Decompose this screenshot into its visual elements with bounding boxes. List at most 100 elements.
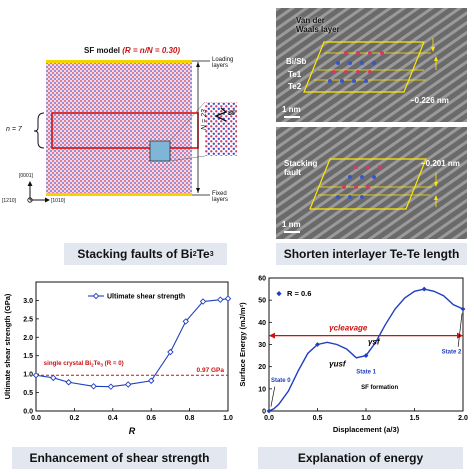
tem-bottom-svg	[276, 127, 467, 239]
vdw-label: Van der Waals layer	[296, 16, 340, 34]
x-tick-label: 0.4	[108, 415, 118, 422]
x-tick-label: 1.5	[410, 415, 420, 422]
legend-label: R = 0.6	[287, 289, 311, 298]
fault-parallelogram	[309, 158, 427, 210]
scale-bar-bottom	[284, 231, 300, 233]
y-tick-label: 20	[258, 364, 266, 371]
caption-stacking-faults: Stacking faults of Bi 2 Te 3	[64, 243, 227, 265]
sf-model-panel: SF model (R = n/N = 0.30) Loading layers…	[0, 0, 237, 240]
fixed-layers-label: Fixed layers	[212, 191, 229, 203]
n-bracket	[33, 112, 45, 149]
reference-line-label: 0.97 GPa	[197, 367, 225, 374]
y-tick-label: 0.5	[23, 390, 33, 397]
sf-model-svg	[27, 60, 237, 203]
state2-label: State 2	[442, 349, 462, 355]
y-tick-label: 0.0	[23, 409, 33, 416]
y-tick-label: 60	[258, 276, 266, 283]
plot-frame	[35, 281, 229, 412]
N-label: N = 23	[201, 109, 208, 130]
y-tick-label: 1.5	[23, 353, 33, 360]
cleavage-arrow-left	[269, 332, 275, 339]
y-tick-label: 1.0	[23, 372, 33, 379]
legend-marker	[92, 292, 100, 300]
data-point	[107, 383, 115, 390]
data-point	[224, 295, 232, 302]
tem-image-bottom: Stacking fault ~0.201 nm 1 nm	[276, 127, 467, 239]
state2-pointer	[457, 313, 463, 347]
bisb-label: Bi/Sb	[286, 57, 307, 66]
zoom-square	[149, 140, 171, 162]
x-tick-label: 0.6	[146, 415, 156, 422]
sf-label: SF	[228, 111, 236, 117]
y-tick-label: 10	[258, 386, 266, 393]
scale-label-top: 1 nm	[282, 105, 301, 114]
scale-label-bottom: 1 nm	[282, 220, 301, 229]
data-point	[124, 381, 132, 388]
y-axis-label: Surface Energy (mJ/m²)	[238, 302, 247, 387]
energy-point	[460, 306, 466, 312]
y-tick-label: 40	[258, 320, 266, 327]
te2-label: Te2	[288, 82, 302, 91]
data-point	[199, 298, 207, 305]
data-point	[50, 374, 57, 382]
state0-label: State 0	[271, 378, 291, 384]
x-tick-label: 2.0	[458, 415, 468, 422]
x-tick-label: 1.0	[223, 415, 233, 422]
y-tick-label: 2.0	[23, 335, 33, 342]
state0-pointer	[270, 386, 276, 407]
energy-point	[266, 408, 272, 414]
energy-point	[421, 286, 427, 292]
stacking-fault-label: Stacking fault	[284, 159, 318, 177]
y-tick-label: 3.0	[23, 298, 33, 305]
loading-layer-bar	[46, 60, 192, 63]
legend-marker	[276, 291, 282, 297]
legend-label: Ultimate shear strength	[107, 294, 185, 301]
tem-top-svg	[276, 8, 467, 122]
te1-label: Te1	[288, 70, 302, 79]
data-point	[90, 383, 97, 390]
x-tick-label: 0.8	[185, 415, 195, 422]
x-tick-label: 0.0	[264, 415, 274, 422]
distance-bottom-label: ~0.201 nm	[421, 159, 460, 168]
energy-point	[363, 353, 369, 358]
atom-dots-bottom	[336, 165, 382, 199]
tem-image-top: Van der Waals layer Bi/Sb Te1 Te2 ~0.226…	[276, 8, 467, 122]
y-tick-label: 2.5	[23, 316, 33, 323]
cleavage-label: γcleavage	[329, 324, 368, 333]
y-tick-label: 0	[262, 409, 266, 416]
data-point	[65, 379, 72, 386]
sf-formation-label: SF formation	[361, 385, 398, 391]
x-tick-label: 1.0	[361, 415, 371, 422]
x-axis-label: R	[129, 426, 136, 436]
atom-dots-top	[328, 51, 384, 83]
sf-zigzag-icon	[214, 107, 228, 122]
fixed-layer-bar	[46, 193, 192, 196]
caption-te-te-length: Shorten interlayer Te-Te length	[276, 243, 467, 265]
data-point	[147, 377, 155, 385]
y-tick-label: 50	[258, 298, 266, 305]
caption-shear-strength: Enhancement of shear strength	[12, 447, 227, 469]
shear-strength-svg: 0.0 0.2 0.4 0.6 0.8 1.0 0.0 0.5 1.0 1.5 2.0 2.5 3.0 R…	[3, 281, 233, 436]
axis-1210-label: [1210]	[2, 198, 16, 204]
lattice-parallelogram	[303, 41, 425, 93]
shear-strength-chart: 0.0 0.2 0.4 0.6 0.8 1.0 0.0 0.5 1.0 1.5 2.0 2.5 3.0 R…	[0, 268, 237, 444]
axis-1010-label: [1010]	[51, 198, 65, 204]
surface-energy-chart: 0.0 0.5 1.0 1.5 2.0 0 10 20 30 40 50 60 Displacement…	[237, 268, 474, 444]
data-point	[167, 348, 174, 356]
atom-slab	[46, 60, 192, 196]
n-label: n = 7	[6, 126, 22, 133]
distance-top-label: ~0.226 nm	[410, 96, 449, 105]
gamma-usf-label: γusf	[329, 360, 347, 369]
energy-curve	[268, 288, 464, 412]
cleavage-arrow-right	[457, 332, 463, 339]
gamma-sf-label: γsf	[368, 338, 381, 347]
state1-label: State 1	[356, 369, 376, 375]
y-tick-label: 30	[258, 342, 266, 349]
sf-model-title: SF model (R = n/N = 0.30)	[84, 46, 181, 55]
caption-energy: Explanation of energy	[258, 447, 463, 469]
x-tick-label: 0.2	[70, 415, 80, 422]
y-axis-label: Ultimate shear strength (GPa)	[3, 293, 12, 399]
data-point	[182, 318, 189, 325]
data-point	[32, 372, 40, 379]
surface-energy-svg: 0.0 0.5 1.0 1.5 2.0 0 10 20 30 40 50 60 Displacement…	[238, 276, 468, 435]
